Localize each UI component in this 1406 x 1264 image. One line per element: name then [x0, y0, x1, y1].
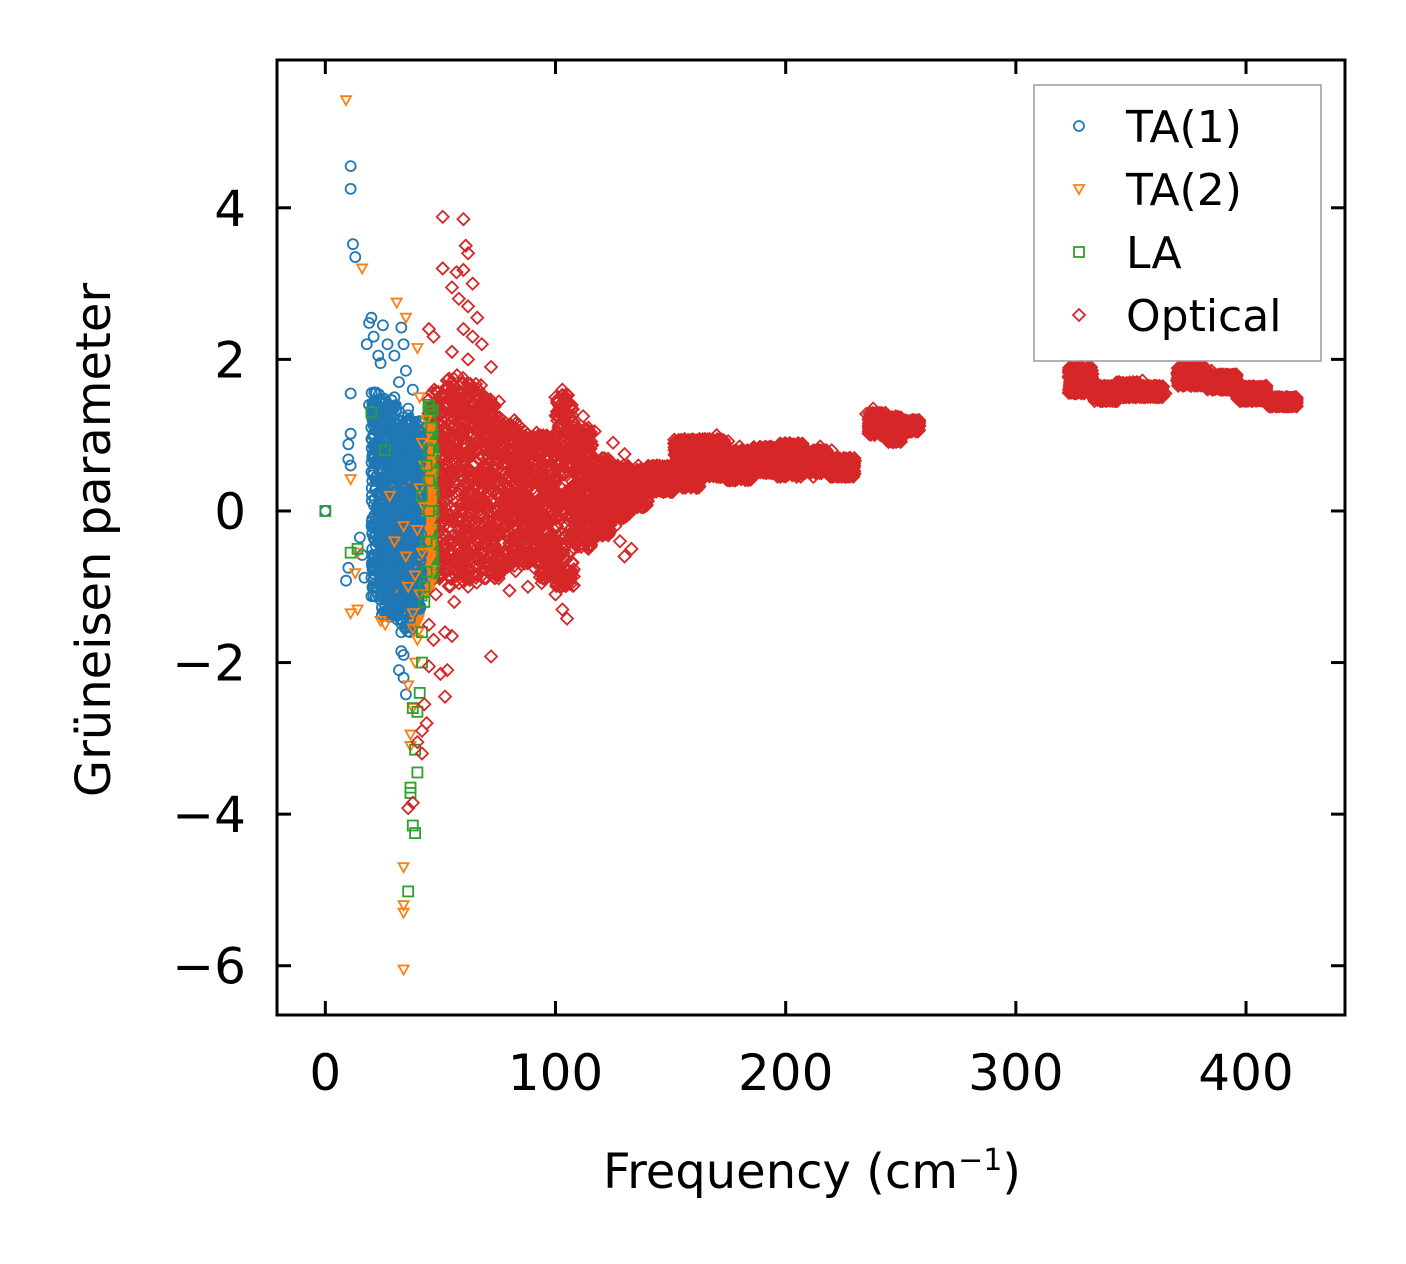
optical-dense-point	[436, 456, 452, 472]
optical-dense-point	[573, 511, 589, 526]
optical-dense-point	[458, 558, 474, 573]
optical-dense-point	[456, 421, 471, 437]
optical-dense-point	[530, 522, 546, 537]
optical-dense-point	[515, 521, 530, 536]
optical-dense-point	[441, 578, 457, 594]
optical-dense-point	[483, 404, 499, 419]
optical-dense-point	[581, 420, 596, 435]
optical-dense-point	[451, 513, 466, 529]
optical-dense-point	[491, 445, 507, 461]
optical-dense-point	[457, 498, 473, 513]
optical-dense-point	[566, 525, 581, 541]
optical-dense-point	[461, 444, 477, 460]
optical-dense-point	[455, 463, 471, 479]
optical-dense-point	[481, 394, 497, 410]
optical-dense-point	[463, 382, 479, 397]
optical-dense-point	[479, 511, 495, 526]
optical-dense-point	[450, 494, 465, 510]
optical-dense-point	[580, 436, 595, 452]
optical-dense-point	[472, 468, 488, 484]
plot-area	[319, 95, 1304, 977]
optical-dense-point	[516, 496, 532, 512]
optical-dense-point	[468, 387, 483, 403]
optical-dense-point	[468, 478, 483, 493]
optical-dense-point	[463, 396, 479, 412]
optical-dense-point	[452, 565, 467, 580]
optical-dense-point	[473, 378, 489, 393]
optical-dense-point	[448, 563, 463, 579]
optical-dense-point	[439, 373, 455, 388]
optical-dense-point	[449, 406, 464, 421]
optical-dense-point	[436, 452, 452, 467]
optical-dense-point	[549, 520, 564, 536]
optical-dense-point	[446, 554, 461, 569]
dense-point-clouds	[365, 359, 1304, 639]
optical-dense-point	[446, 469, 462, 485]
optical-dense-point	[565, 474, 580, 489]
optical-dense-point	[440, 497, 456, 512]
optical-dense-point	[452, 384, 467, 399]
optical-dense-point	[459, 485, 475, 500]
optical-dense-point	[505, 440, 521, 456]
optical-dense-point	[573, 499, 589, 514]
